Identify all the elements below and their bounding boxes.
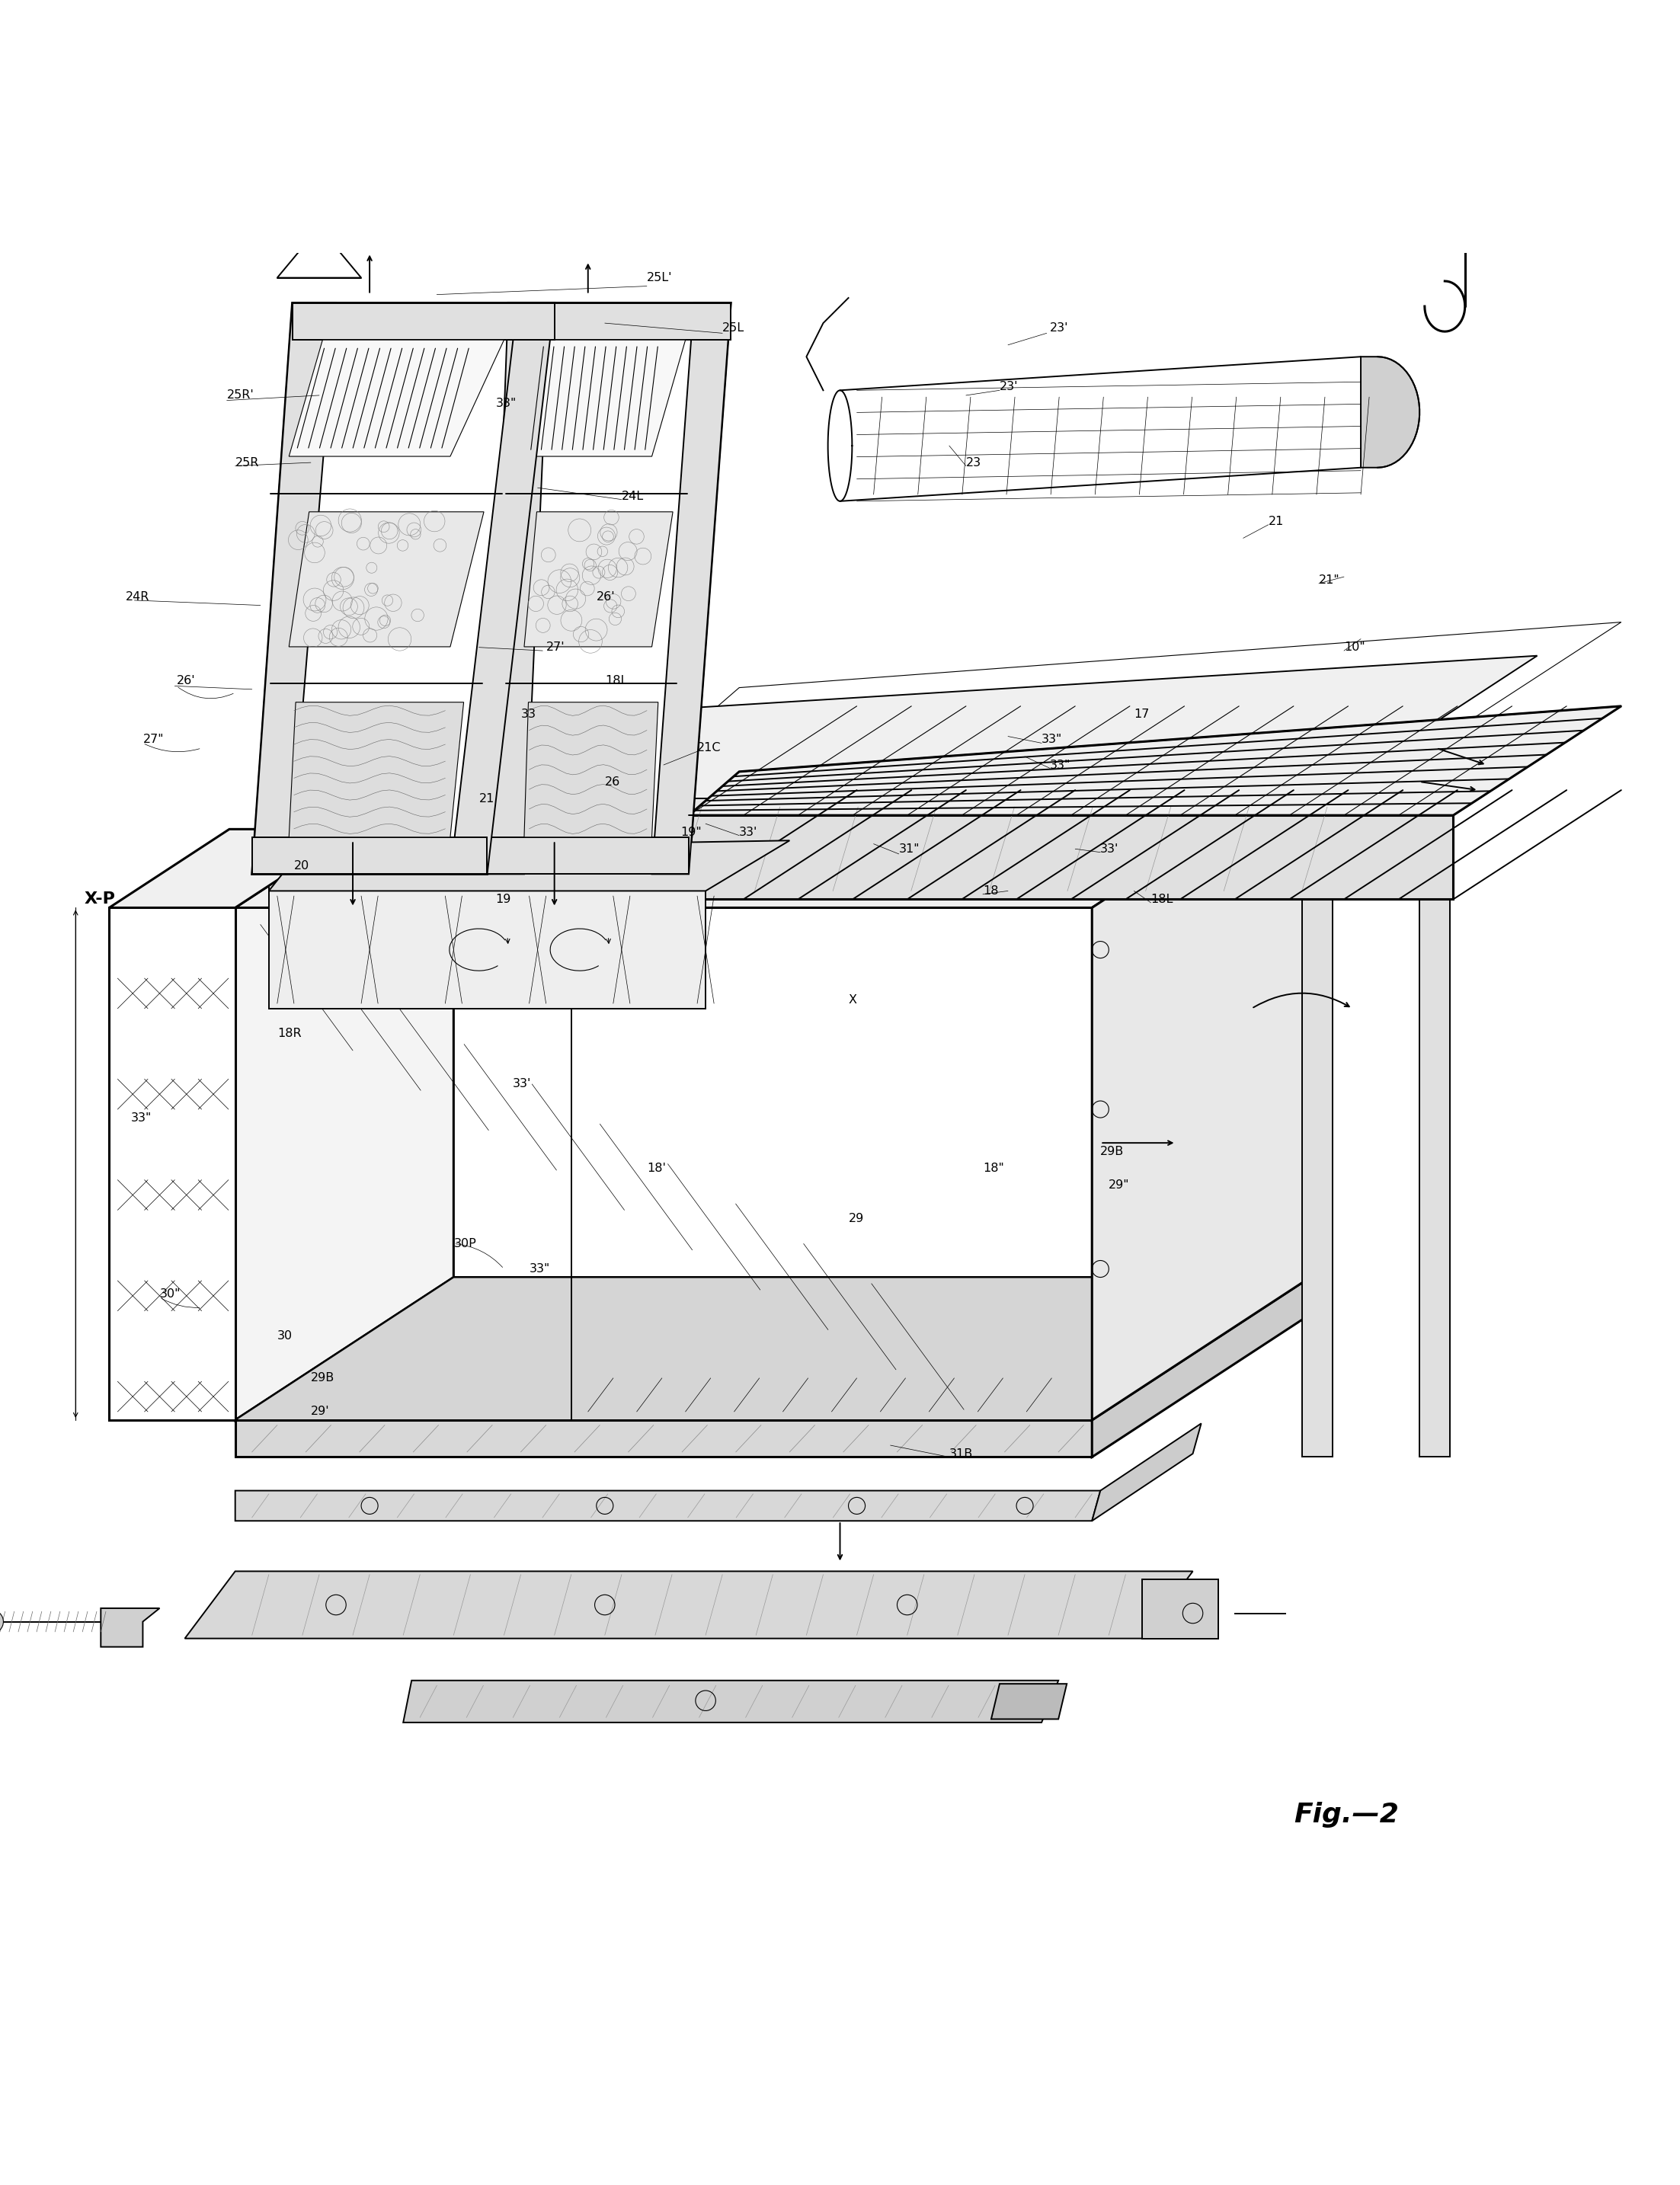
- Text: 25R: 25R: [235, 457, 259, 468]
- Text: Fig.—2: Fig.—2: [1294, 1803, 1399, 1829]
- Polygon shape: [235, 1278, 1310, 1420]
- Polygon shape: [269, 841, 790, 891]
- Polygon shape: [269, 798, 1319, 900]
- Text: 10": 10": [1344, 642, 1366, 653]
- Text: 33": 33": [496, 398, 516, 409]
- Polygon shape: [252, 304, 336, 874]
- Polygon shape: [235, 765, 1310, 907]
- Text: 33": 33": [529, 1263, 549, 1274]
- Text: 33": 33": [131, 1112, 151, 1123]
- Text: 23: 23: [966, 457, 981, 468]
- Polygon shape: [487, 304, 549, 874]
- Polygon shape: [403, 1680, 1058, 1722]
- Text: 30: 30: [277, 1331, 292, 1342]
- Polygon shape: [487, 837, 689, 874]
- Polygon shape: [1420, 747, 1450, 1457]
- Polygon shape: [252, 304, 554, 874]
- Polygon shape: [1302, 741, 1450, 765]
- Polygon shape: [289, 341, 504, 457]
- Text: 18": 18": [983, 1162, 1005, 1173]
- Text: 18': 18': [647, 1162, 665, 1173]
- Text: 18R: 18R: [277, 1027, 301, 1040]
- Polygon shape: [101, 1608, 160, 1647]
- Text: 18L: 18L: [605, 675, 627, 686]
- Text: 24L: 24L: [622, 489, 643, 503]
- Polygon shape: [1142, 1580, 1218, 1639]
- Polygon shape: [269, 655, 1537, 798]
- Text: 26': 26': [176, 675, 195, 686]
- Text: 18: 18: [983, 885, 998, 896]
- Text: 27': 27': [546, 642, 564, 653]
- Polygon shape: [524, 701, 659, 837]
- Polygon shape: [1092, 1422, 1201, 1521]
- Polygon shape: [689, 706, 1621, 815]
- Text: 25R': 25R': [227, 389, 254, 402]
- Text: 30": 30": [160, 1289, 180, 1300]
- Text: 29B: 29B: [1100, 1145, 1124, 1158]
- Text: 33': 33': [739, 826, 758, 837]
- Text: 18L: 18L: [1151, 894, 1173, 905]
- Polygon shape: [1302, 747, 1332, 1457]
- Polygon shape: [235, 907, 1092, 1420]
- Text: 29': 29': [311, 1405, 329, 1418]
- Polygon shape: [235, 1278, 1310, 1420]
- Polygon shape: [487, 304, 731, 874]
- Text: 30P: 30P: [454, 1239, 475, 1250]
- Polygon shape: [292, 304, 554, 341]
- Text: 26': 26': [596, 592, 615, 603]
- Text: X-P: X-P: [84, 891, 116, 907]
- Polygon shape: [109, 907, 235, 1420]
- Text: 33': 33': [512, 1079, 531, 1090]
- Polygon shape: [507, 304, 731, 341]
- Polygon shape: [289, 511, 484, 647]
- Text: 24R: 24R: [126, 592, 150, 603]
- Text: 21C: 21C: [697, 743, 721, 754]
- Polygon shape: [235, 1490, 1100, 1521]
- Polygon shape: [235, 1420, 1092, 1457]
- Text: 25L: 25L: [722, 323, 744, 334]
- Text: 19": 19": [680, 826, 702, 837]
- Text: 29B: 29B: [311, 1372, 334, 1383]
- Circle shape: [0, 1610, 3, 1634]
- Polygon shape: [1092, 1278, 1310, 1457]
- Text: 23': 23': [1050, 323, 1068, 334]
- Text: 21": 21": [1319, 575, 1341, 586]
- Polygon shape: [991, 1685, 1067, 1720]
- Text: 25L': 25L': [647, 273, 672, 284]
- Polygon shape: [1361, 356, 1420, 468]
- Polygon shape: [524, 511, 672, 647]
- Text: 21: 21: [1268, 516, 1284, 527]
- Text: 17: 17: [1134, 708, 1149, 721]
- Text: 20: 20: [294, 861, 309, 872]
- Text: 19: 19: [496, 894, 511, 905]
- Text: 27": 27": [143, 734, 163, 745]
- Polygon shape: [185, 1571, 1193, 1639]
- Text: 23': 23': [1000, 380, 1018, 393]
- Polygon shape: [524, 341, 685, 457]
- Polygon shape: [289, 701, 464, 837]
- Text: 33": 33": [1050, 758, 1070, 771]
- Text: 33': 33': [1100, 843, 1119, 854]
- Polygon shape: [109, 828, 356, 907]
- Polygon shape: [252, 837, 487, 874]
- Text: 29: 29: [848, 1213, 864, 1224]
- Text: 26: 26: [605, 776, 620, 787]
- Text: 33": 33": [1042, 734, 1062, 745]
- Polygon shape: [277, 227, 361, 277]
- Text: X: X: [848, 994, 857, 1005]
- Text: 33: 33: [521, 708, 536, 721]
- Polygon shape: [235, 765, 454, 1420]
- Text: 31": 31": [899, 843, 919, 854]
- Text: 21: 21: [479, 793, 494, 804]
- Polygon shape: [652, 304, 731, 874]
- Text: 31B: 31B: [949, 1449, 973, 1460]
- Polygon shape: [269, 891, 706, 1009]
- Polygon shape: [450, 304, 554, 874]
- Polygon shape: [1092, 765, 1310, 1420]
- Polygon shape: [689, 815, 1453, 900]
- Text: 29": 29": [1109, 1180, 1129, 1191]
